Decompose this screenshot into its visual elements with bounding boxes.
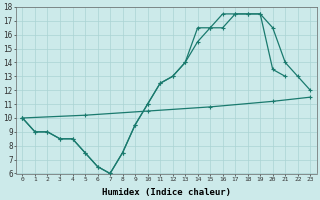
X-axis label: Humidex (Indice chaleur): Humidex (Indice chaleur) bbox=[102, 188, 231, 197]
